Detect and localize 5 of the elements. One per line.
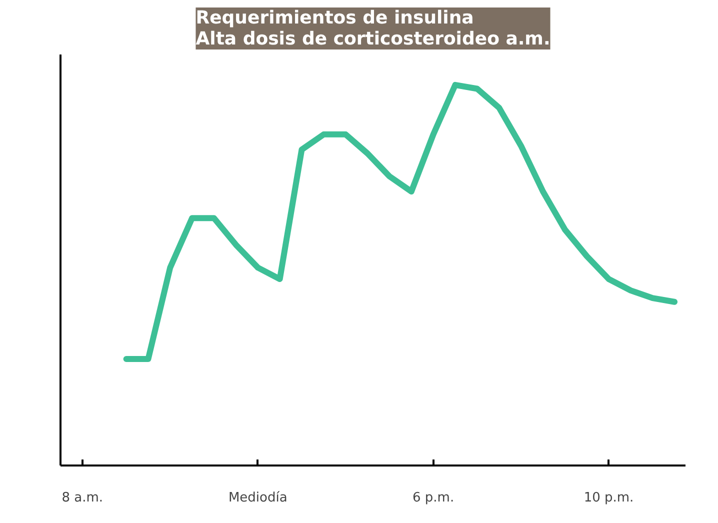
- x-tick-label: 8 a.m.: [62, 490, 104, 506]
- x-tick-label: Mediodía: [228, 490, 288, 506]
- x-tick-label: 6 p.m.: [412, 490, 454, 506]
- chart-title: Requerimientos de insulina Alta dosis de corticosteroideo a.m.: [196, 8, 550, 50]
- x-tick-label: 10 p.m.: [584, 490, 634, 506]
